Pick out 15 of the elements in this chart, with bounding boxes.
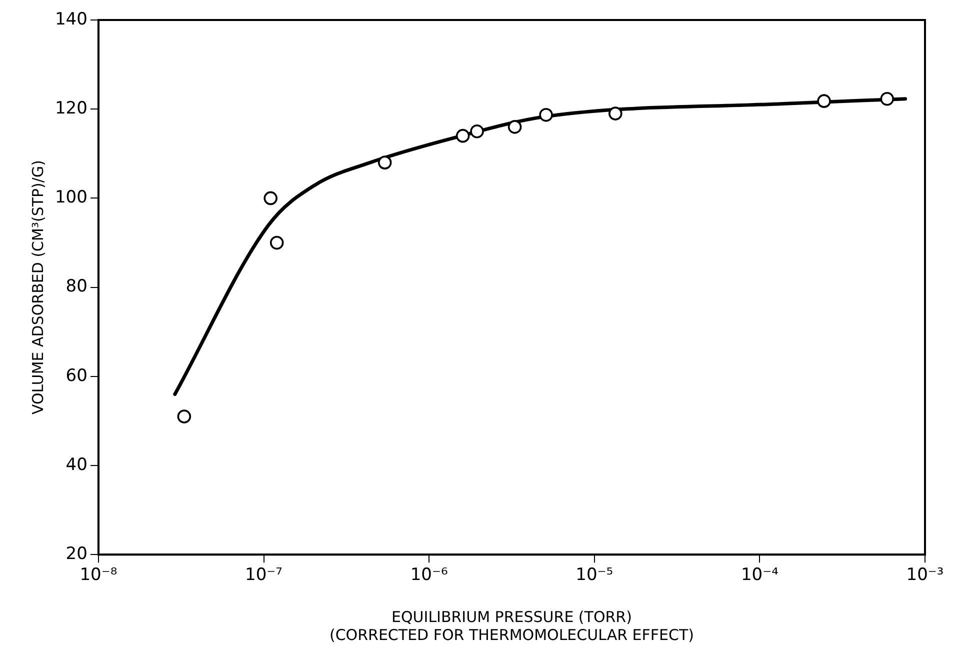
y-tick-label: 120 xyxy=(54,98,88,119)
x-tick-label: 10⁻⁶ xyxy=(410,565,448,586)
y-tick-label: 140 xyxy=(54,9,88,30)
x-tick-label: 10⁻³ xyxy=(906,565,944,586)
x-tick-label: 10⁻⁵ xyxy=(576,565,614,586)
y-tick-label: 20 xyxy=(66,544,88,564)
x-tick-label: 10⁻⁸ xyxy=(80,565,118,586)
y-tick-label: 80 xyxy=(66,276,88,297)
x-axis-title: EQUILIBRIUM PRESSURE (TORR) (CORRECTED FOR THERMOMOLECULAR EFFECT) xyxy=(329,608,694,644)
x-tick-label: 10⁻⁷ xyxy=(245,565,283,586)
x-tick-label: 10⁻⁴ xyxy=(740,565,779,586)
y-tick-label: 60 xyxy=(66,366,88,386)
y-tick-label: 40 xyxy=(66,454,88,475)
y-axis-title: VOLUME ADSORBED (CM³(STP)/G) xyxy=(28,160,47,415)
y-tick-label: 100 xyxy=(54,188,88,208)
